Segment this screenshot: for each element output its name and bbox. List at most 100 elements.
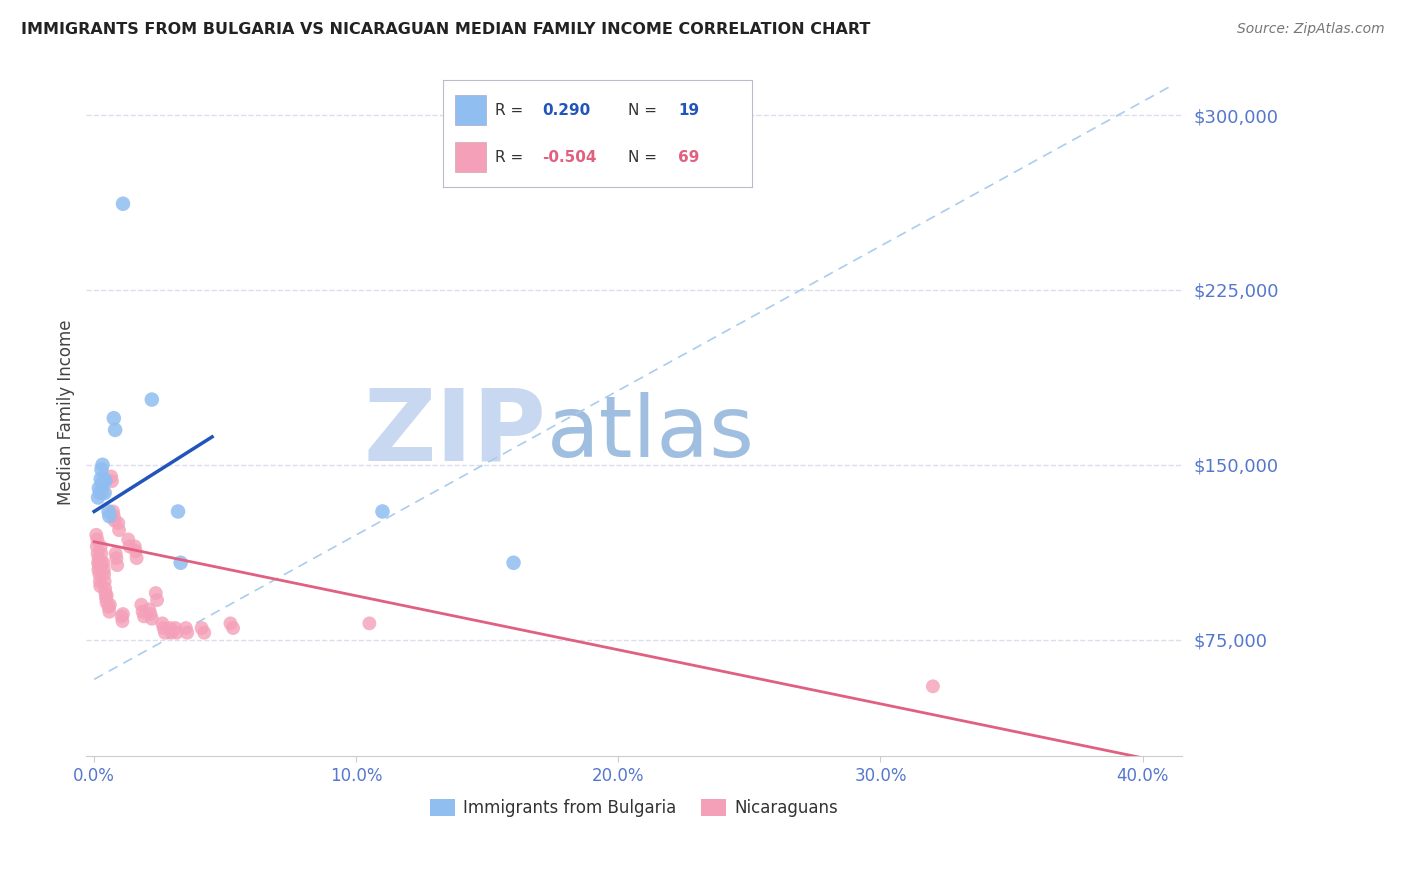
Legend: Immigrants from Bulgaria, Nicaraguans: Immigrants from Bulgaria, Nicaraguans — [423, 792, 845, 823]
Point — [141, 612, 163, 626]
Point — [87, 551, 110, 566]
Point — [105, 551, 128, 566]
Point — [174, 621, 197, 635]
Point — [111, 196, 134, 211]
Point — [90, 546, 112, 560]
Point — [124, 540, 146, 554]
Point — [96, 595, 118, 609]
Text: IMMIGRANTS FROM BULGARIA VS NICARAGUAN MEDIAN FAMILY INCOME CORRELATION CHART: IMMIGRANTS FROM BULGARIA VS NICARAGUAN M… — [21, 22, 870, 37]
Point — [502, 556, 524, 570]
Point — [139, 607, 162, 621]
Point — [93, 574, 115, 589]
Point — [153, 625, 176, 640]
Point — [87, 491, 110, 505]
Text: atlas: atlas — [547, 392, 755, 475]
Point — [359, 616, 381, 631]
Point — [93, 563, 115, 577]
Point — [91, 556, 114, 570]
Point — [86, 546, 108, 560]
Point — [371, 504, 394, 518]
Point — [90, 540, 112, 554]
Text: 0.290: 0.290 — [541, 103, 591, 118]
Point — [103, 509, 125, 524]
Point — [90, 462, 112, 476]
Point — [131, 605, 153, 619]
Point — [94, 582, 117, 596]
Point — [98, 605, 121, 619]
Point — [145, 586, 167, 600]
Text: Source: ZipAtlas.com: Source: ZipAtlas.com — [1237, 22, 1385, 37]
Text: 19: 19 — [678, 103, 699, 118]
Point — [104, 514, 127, 528]
Point — [93, 485, 115, 500]
Point — [190, 621, 212, 635]
Text: 69: 69 — [678, 150, 699, 165]
Point — [108, 523, 131, 537]
Point — [94, 474, 117, 488]
Point — [94, 586, 117, 600]
Point — [152, 621, 174, 635]
Point — [117, 533, 139, 547]
Point — [91, 458, 114, 472]
FancyBboxPatch shape — [456, 95, 486, 125]
Point — [101, 474, 124, 488]
Point — [86, 533, 108, 547]
Point — [219, 616, 242, 631]
Point — [138, 602, 160, 616]
Point — [159, 621, 181, 635]
Point — [107, 516, 129, 530]
Point — [98, 509, 121, 524]
Point — [176, 625, 198, 640]
Point — [118, 540, 141, 554]
Point — [89, 567, 111, 582]
Text: R =: R = — [495, 103, 523, 118]
Point — [105, 558, 128, 573]
Y-axis label: Median Family Income: Median Family Income — [58, 319, 75, 505]
Point — [96, 588, 118, 602]
Point — [91, 481, 114, 495]
Point — [93, 472, 115, 486]
Point — [100, 469, 122, 483]
Point — [89, 579, 111, 593]
Point — [98, 598, 121, 612]
Point — [160, 625, 183, 640]
Point — [111, 609, 134, 624]
Point — [146, 593, 169, 607]
Point — [90, 472, 112, 486]
Point — [111, 607, 134, 621]
Point — [141, 392, 163, 407]
Text: ZIP: ZIP — [364, 384, 547, 482]
Point — [86, 540, 108, 554]
Point — [150, 616, 173, 631]
Point — [104, 423, 127, 437]
Point — [166, 625, 188, 640]
Point — [91, 485, 114, 500]
Point — [87, 556, 110, 570]
Point — [165, 621, 187, 635]
Text: R =: R = — [495, 150, 523, 165]
Point — [94, 591, 117, 605]
Point — [87, 563, 110, 577]
Point — [101, 504, 124, 518]
FancyBboxPatch shape — [456, 143, 486, 172]
Point — [89, 574, 111, 589]
Point — [91, 476, 114, 491]
Point — [90, 556, 112, 570]
Point — [124, 544, 146, 558]
Point — [103, 411, 125, 425]
Text: N =: N = — [628, 103, 658, 118]
Point — [922, 679, 945, 693]
Point — [84, 528, 107, 542]
Text: N =: N = — [628, 150, 658, 165]
Point — [131, 598, 153, 612]
Point — [87, 558, 110, 573]
Point — [104, 546, 127, 560]
Point — [87, 481, 110, 495]
Point — [97, 504, 120, 518]
Point — [169, 556, 191, 570]
Point — [111, 614, 134, 628]
Point — [89, 485, 111, 500]
Point — [125, 551, 148, 566]
Point — [97, 600, 120, 615]
Point — [132, 609, 155, 624]
